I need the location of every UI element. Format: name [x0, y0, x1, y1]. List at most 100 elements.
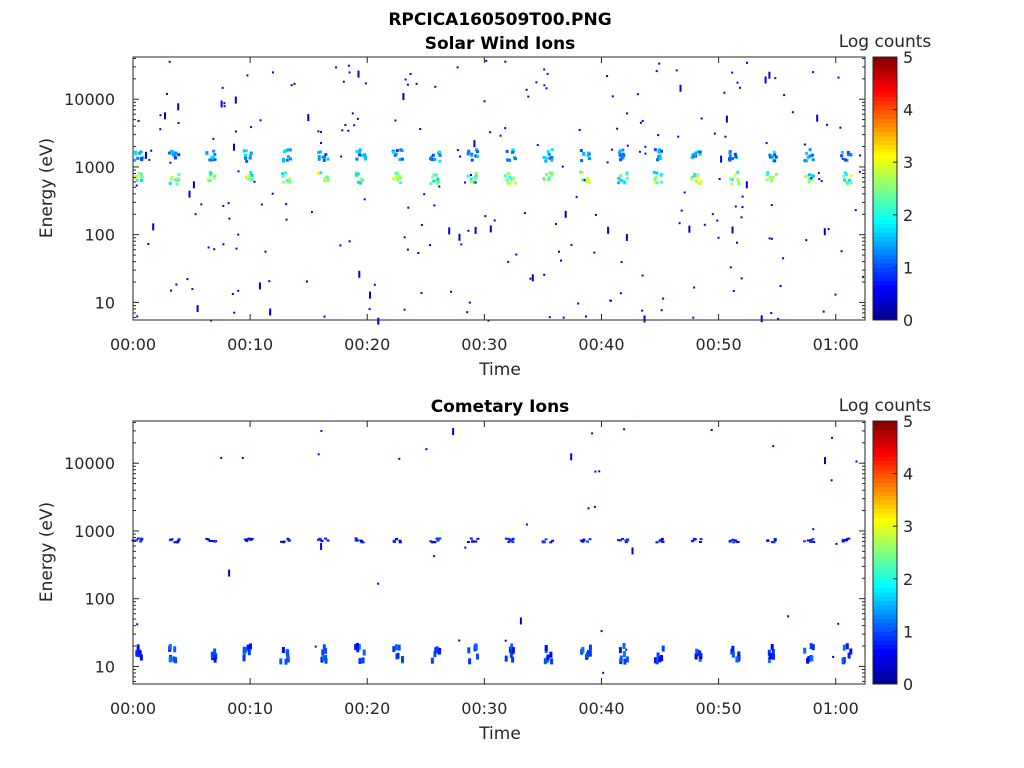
heatmap-cell [812, 71, 815, 74]
heatmap-cell [854, 209, 857, 212]
heatmap-cell [191, 288, 194, 291]
heatmap-cell [824, 457, 826, 465]
colorbar-swatch [873, 486, 897, 492]
heatmap-cell [695, 648, 699, 655]
heatmap-cell [456, 66, 459, 69]
heatmap-cell [425, 448, 428, 451]
heatmap-cell [248, 178, 252, 182]
heatmap-cell [286, 537, 290, 540]
heatmap-cell [323, 654, 327, 661]
heatmap-cell [773, 538, 777, 540]
heatmap-cell [660, 172, 664, 176]
heatmap-cell [845, 158, 849, 162]
heatmap-cell [484, 215, 487, 218]
heatmap-cell [139, 540, 143, 543]
heatmap-cell [525, 523, 528, 526]
heatmap-cell [542, 178, 546, 182]
heatmap-cell [335, 66, 337, 69]
heatmap-cell [355, 172, 358, 176]
heatmap-cell [510, 643, 514, 650]
x-tick-label: 00:40 [578, 335, 624, 354]
heatmap-cell [470, 174, 472, 176]
heatmap-cell [360, 540, 363, 542]
heatmap-cell [585, 315, 587, 318]
heatmap-cell [549, 541, 553, 544]
heatmap-cell [245, 175, 249, 179]
colorbar-swatch [873, 596, 897, 602]
heatmap-cell [211, 158, 215, 162]
colorbar-swatch [873, 315, 897, 321]
heatmap-cell [548, 316, 551, 319]
heatmap-cell [377, 317, 380, 325]
heatmap-cell [432, 179, 436, 183]
heatmap-cell [783, 94, 786, 97]
colorbar-swatch [873, 521, 897, 527]
heatmap-cell [550, 148, 554, 152]
heatmap-cell [677, 135, 680, 138]
heatmap-cell [136, 644, 140, 651]
heatmap-cell [653, 148, 657, 152]
heatmap-cell [259, 119, 262, 122]
heatmap-cell [404, 78, 407, 81]
heatmap-cell [135, 650, 139, 657]
heatmap-cell [809, 643, 813, 650]
heatmap-cell [213, 648, 217, 655]
heatmap-cell [811, 644, 815, 651]
heatmap-cell [392, 540, 396, 543]
heatmap-cell [764, 76, 767, 84]
heatmap-cell [247, 649, 251, 656]
heatmap-cell [469, 177, 473, 181]
heatmap-cell [508, 182, 512, 186]
heatmap-cell [841, 157, 844, 160]
heatmap-cell [403, 308, 406, 311]
heatmap-cell [723, 91, 726, 94]
heatmap-cell [140, 179, 143, 182]
heatmap-cell [625, 177, 629, 180]
heatmap-cell [468, 301, 471, 304]
heatmap-cell [625, 648, 628, 651]
heatmap-cell [653, 177, 657, 181]
heatmap-cell [768, 71, 771, 79]
heatmap-cell [324, 179, 328, 183]
heatmap-cell [458, 233, 461, 241]
heatmap-cell [653, 180, 657, 184]
heatmap-cell [618, 647, 622, 654]
heatmap-cell [249, 151, 253, 155]
colorbar-swatch [873, 83, 897, 89]
x-tick-label: 00:30 [461, 335, 507, 354]
heatmap-cell [587, 157, 591, 160]
heatmap-cell [639, 121, 642, 124]
heatmap-cell [467, 647, 471, 654]
heatmap-cell [487, 319, 490, 322]
axes: 00:00 00:10 00:20 00:30 00:40 00:50 01:00 10 100… [64, 420, 866, 718]
heatmap-cell [398, 539, 402, 542]
heatmap-cell [845, 538, 849, 541]
heatmap-cell [417, 252, 420, 254]
heatmap-cell [529, 277, 532, 280]
colorbar-swatch [873, 271, 897, 277]
colorbar: 0 1 2 3 4 5 [872, 412, 913, 694]
heatmap-cell [320, 142, 322, 144]
heatmap-cell [233, 143, 235, 151]
colorbar-swatch [873, 149, 897, 154]
heatmap-cell [805, 239, 808, 242]
colorbar-swatch [873, 627, 897, 632]
heatmap-cell [641, 274, 644, 277]
heatmap-cell [787, 615, 790, 618]
heatmap-cell [437, 180, 440, 184]
heatmap-cell [466, 174, 470, 178]
heatmap-cell [174, 156, 177, 160]
colorbar-swatch [873, 166, 897, 172]
heatmap-cell [347, 64, 350, 67]
heatmap-cell [438, 159, 442, 163]
heatmap-cell [733, 152, 737, 156]
heatmap-cell [507, 537, 511, 540]
colorbar-swatch [873, 127, 897, 133]
heatmap-cell [525, 88, 528, 91]
heatmap-cell [840, 250, 843, 253]
heatmap-cell [136, 623, 139, 626]
heatmap-cell [717, 236, 720, 239]
colorbar-swatch [873, 92, 897, 97]
heatmap-cell [594, 213, 597, 216]
heatmap-cell [476, 537, 480, 540]
